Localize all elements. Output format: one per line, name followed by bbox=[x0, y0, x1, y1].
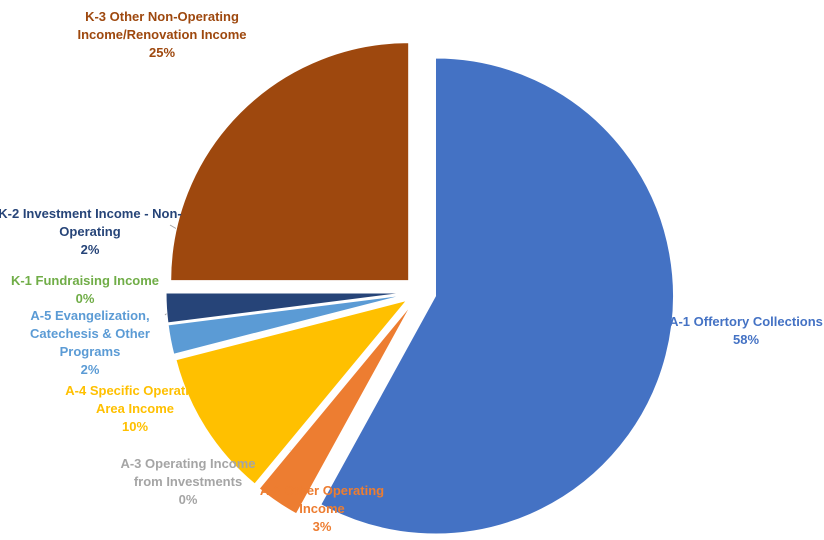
slice-percent: 0% bbox=[75, 291, 95, 306]
slice-percent: 0% bbox=[178, 492, 198, 507]
slice-name: A-1 Offertory Collections bbox=[669, 314, 823, 329]
pie-slice bbox=[175, 299, 408, 485]
data-label: A-2 Other Operating Income 3% bbox=[247, 482, 397, 536]
data-label: K-2 Investment Income - Non-Operating 2% bbox=[0, 205, 185, 259]
pie-slice bbox=[320, 57, 674, 535]
data-label: A-5 Evangelization, Catechesis & Other P… bbox=[15, 307, 165, 379]
pie-slice bbox=[167, 294, 405, 355]
data-label: K-3 Other Non-Operating Income/Renovatio… bbox=[72, 8, 252, 62]
slice-percent: 25% bbox=[148, 45, 176, 60]
slice-percent: 58% bbox=[732, 332, 760, 347]
slice-name: K-2 Investment Income - Non-Operating bbox=[0, 206, 182, 239]
pie-slice bbox=[165, 292, 405, 324]
slice-percent: 2% bbox=[80, 362, 100, 377]
slice-percent: 3% bbox=[312, 519, 332, 534]
pie-slice bbox=[258, 304, 412, 515]
slice-name: A-5 Evangelization, Catechesis & Other P… bbox=[30, 308, 150, 359]
slice-name: A-4 Specific Operating Area Income bbox=[65, 383, 205, 416]
data-label: K-1 Fundraising Income 0% bbox=[0, 272, 185, 308]
pie-slice bbox=[170, 42, 410, 282]
slice-name: K-3 Other Non-Operating Income/Renovatio… bbox=[77, 9, 247, 42]
slice-name: K-1 Fundraising Income bbox=[10, 273, 160, 288]
slice-percent: 10% bbox=[121, 419, 149, 434]
data-label: A-3 Operating Income from Investments 0% bbox=[108, 455, 268, 509]
data-label: A-4 Specific Operating Area Income 10% bbox=[50, 382, 220, 436]
slice-percent: 2% bbox=[80, 242, 100, 257]
slice-name: A-2 Other Operating Income bbox=[259, 483, 385, 516]
slice-name: A-3 Operating Income from Investments bbox=[120, 456, 256, 489]
data-label: A-1 Offertory Collections 58% bbox=[646, 313, 824, 349]
